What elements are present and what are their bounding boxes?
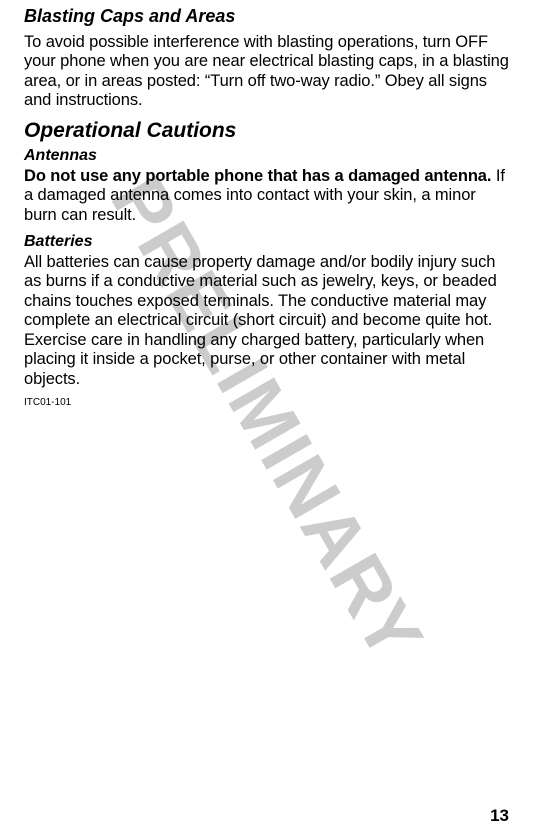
page-number: 13 xyxy=(490,806,509,826)
heading-batteries: Batteries xyxy=(24,233,509,251)
para-blasting: To avoid possible interference with blas… xyxy=(24,33,509,111)
para-batteries: All batteries can cause property damage … xyxy=(24,253,509,389)
content-block: Blasting Caps and Areas To avoid possibl… xyxy=(24,6,509,408)
heading-antennas: Antennas xyxy=(24,147,509,165)
para-antennas-bold: Do not use any portable phone that has a… xyxy=(24,167,491,185)
para-antennas: Do not use any portable phone that has a… xyxy=(24,167,509,225)
page: PRELIMINARY Blasting Caps and Areas To a… xyxy=(0,0,533,838)
doc-code: ITC01-101 xyxy=(24,397,509,408)
heading-operational: Operational Cautions xyxy=(24,119,509,143)
heading-blasting: Blasting Caps and Areas xyxy=(24,6,509,27)
